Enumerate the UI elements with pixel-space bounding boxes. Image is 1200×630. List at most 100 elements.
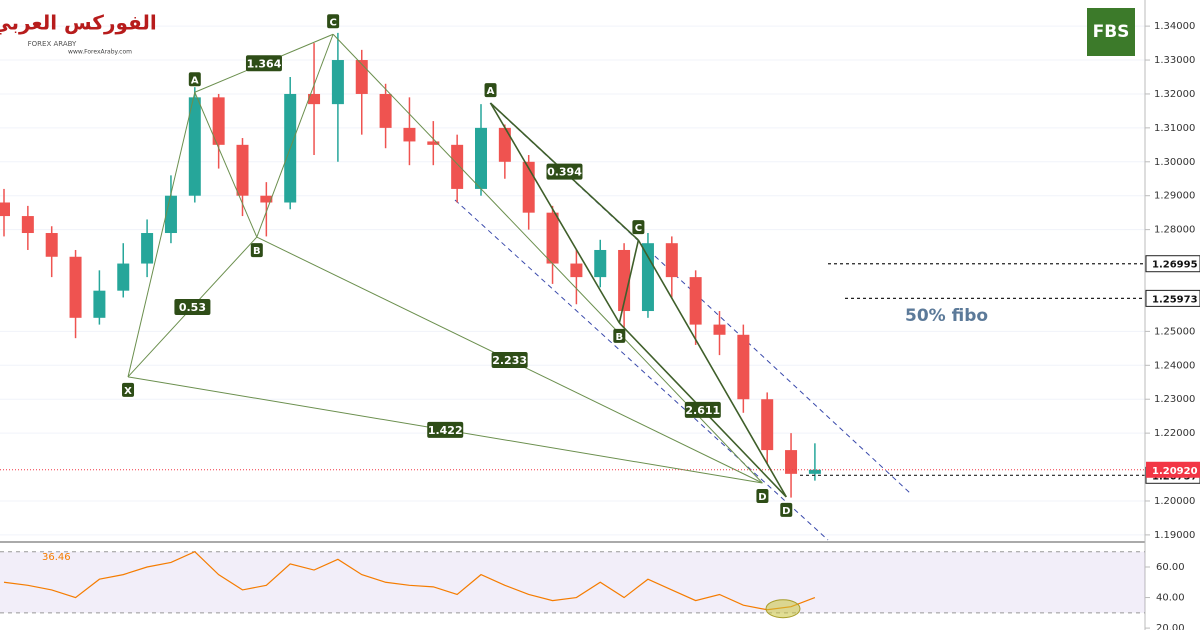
rsi-value: 36.46 [42,552,71,563]
candle-body [260,195,273,203]
y-tick-label: 1.20000 [1154,496,1195,507]
point-label: A [191,75,199,86]
candle-body [546,212,559,264]
point-box [484,83,497,98]
candle-body [451,144,464,189]
candle-body [188,97,201,196]
rsi-band [0,551,1145,613]
current-price-box [1146,461,1200,478]
y-tick-label: 1.23000 [1154,394,1195,405]
point-box [632,220,645,235]
pattern-line [127,92,196,377]
level-box [1145,289,1200,307]
logo-box [1087,8,1135,56]
point-label: C [635,223,642,234]
ratio-label: 2.611 [685,404,720,417]
ratio-box [174,298,211,315]
watermark-url: www.ForexAraby.com [68,49,132,56]
candle-body [236,144,249,196]
channel-upper [489,102,911,494]
rsi-panel: 60.00 40.00 20.00 36.46 [0,551,1185,630]
candle-body [0,202,10,217]
ratio-label: 1.422 [428,424,463,437]
candle-body [785,450,798,474]
rsi-highlight [765,599,801,619]
point-label: D [782,506,790,517]
candle-body [21,216,34,234]
point-box [327,14,340,29]
point-box [756,488,769,503]
y-tick-label: 1.34000 [1154,21,1195,32]
channel-lower [454,199,829,541]
point-box [188,72,201,87]
y-tick-label: 1.22000 [1154,428,1195,439]
candle-body [331,60,344,105]
pattern-line [194,92,258,238]
candle-body [308,93,321,105]
point-label: B [253,246,261,257]
candle-body [737,334,750,400]
rsi-line [3,551,816,611]
point-box [250,243,263,258]
candle-body [808,469,821,474]
level-label: 1.26995 [1152,260,1198,271]
y-tick-label: 1.32000 [1154,89,1195,100]
y-tick-label: 1.24000 [1154,360,1195,371]
candle-body [403,127,416,142]
point-label: A [487,86,495,97]
ratio-label: 0.53 [179,301,206,314]
candle-body [618,249,631,312]
level-label: 1.25973 [1152,294,1198,305]
y-tick-label: 1.28000 [1154,225,1195,236]
candle-body [212,97,225,145]
y-tick-label: 1.33000 [1154,55,1195,66]
pattern-line [256,34,334,238]
level-box [1145,255,1200,273]
candle-body [689,277,702,325]
point-label: C [329,17,336,28]
candle-body [141,233,154,264]
pattern-line [489,102,621,324]
point-label: B [616,332,624,343]
candle-body [164,195,177,234]
point-label: D [758,492,766,503]
point-label: X [124,386,132,397]
point-box [780,502,793,517]
candle-body [475,127,487,189]
candle-body [761,399,774,451]
candle-body [665,243,678,278]
candle-body [355,60,368,94]
fbs-logo: FBS [1087,8,1135,56]
grid: 1.34000 1.33000 1.32000 1.31000 1.30000 1.290… [0,21,1195,541]
ratio-box [491,352,528,369]
y-tick-label: 1.30000 [1154,157,1195,168]
y-tick-label: 1.31000 [1154,123,1195,134]
pattern-line [637,239,787,498]
candle-body [379,93,392,128]
logo-text: FBS [1093,22,1130,42]
candle-body [69,256,82,318]
current-price-label: 1.20920 [1152,466,1198,477]
ratio-label: 1.364 [247,57,282,70]
pattern-line [618,239,640,324]
candle-body [594,249,607,278]
y-tick-label: 1.19000 [1154,530,1195,541]
candle-body [498,127,511,162]
ratio-label: 0.394 [547,166,582,179]
candle-body [570,263,583,278]
ratio-label: 2.233 [492,354,527,367]
annotation: 50% fibo [905,306,988,326]
watermark-title: الفوركس العربي [0,11,157,36]
ratio-box [684,401,721,418]
rsi-tick-label: 20.00 [1156,623,1185,630]
candle-body [427,141,440,145]
ratio-box [546,163,583,180]
candle-body [45,233,58,257]
ratio-box [427,421,464,438]
point-box [122,382,135,397]
candle-body [117,263,130,291]
